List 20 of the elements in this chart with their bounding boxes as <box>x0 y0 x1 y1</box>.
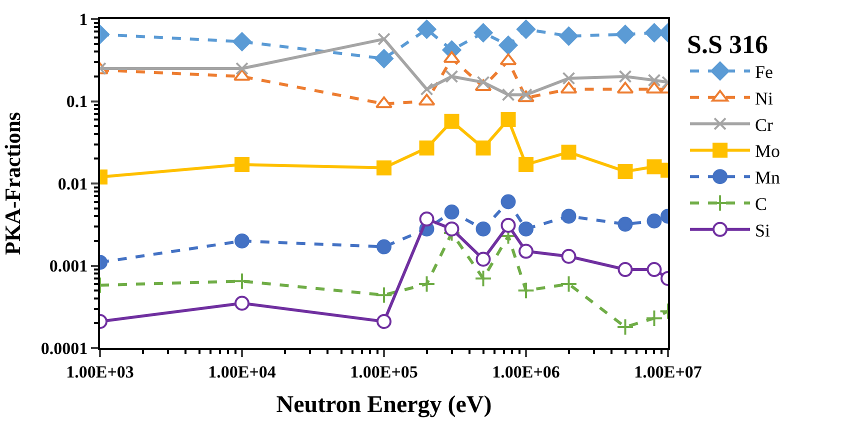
legend-label: Si <box>755 220 770 240</box>
x-tick-label: 1.00E+07 <box>634 362 702 382</box>
legend-title: S.S 316 <box>687 30 768 59</box>
y-tick-label: 0.0001 <box>40 338 88 358</box>
y-tick-label: 0.1 <box>66 92 88 112</box>
legend-label: Cr <box>755 114 774 135</box>
x-axis-title: Neutron Energy (eV) <box>276 392 492 418</box>
y-tick-label: 0.001 <box>49 256 88 276</box>
legend-label: Ni <box>755 88 774 108</box>
x-tick-label: 1.00E+03 <box>66 362 134 382</box>
y-tick-label: 0.01 <box>58 174 88 194</box>
y-tick-label: 1 <box>79 10 88 29</box>
legend-label: C <box>755 194 768 214</box>
y-axis-title: PKA-Fractions <box>0 112 25 255</box>
x-tick-label: 1.00E+04 <box>208 362 276 382</box>
x-tick-label: 1.00E+06 <box>492 362 560 382</box>
legend-label: Fe <box>755 62 774 82</box>
x-tick-label: 1.00E+05 <box>350 362 418 382</box>
legend-label: Mo <box>755 141 780 162</box>
legend-label: Mn <box>755 168 780 188</box>
